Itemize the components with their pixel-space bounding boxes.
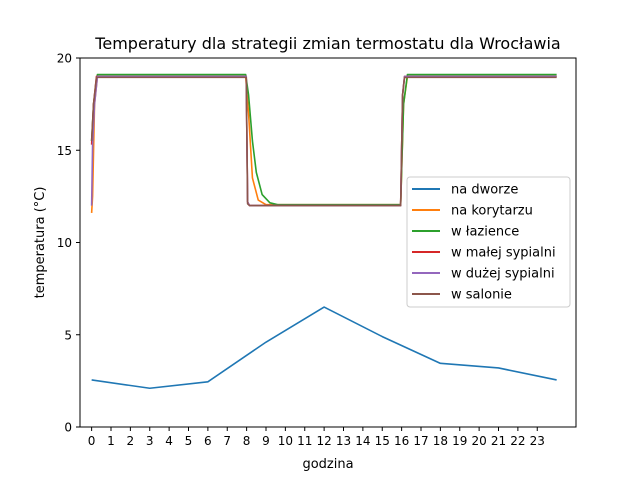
legend-label: w salonie	[451, 288, 512, 303]
x-tick-label: 20	[471, 434, 486, 448]
x-tick-label: 15	[375, 434, 390, 448]
x-tick-label: 18	[433, 434, 448, 448]
x-tick-label: 16	[394, 434, 409, 448]
series-layer	[90, 73, 557, 390]
x-tick-label: 5	[185, 434, 193, 448]
legend-box	[406, 176, 571, 308]
y-tick-label: 5	[64, 328, 72, 342]
y-tick-label: 20	[57, 52, 72, 66]
y-tick-label: 10	[57, 236, 72, 250]
y-tick-label: 0	[64, 421, 72, 435]
x-tick-label: 19	[452, 434, 467, 448]
y-axis-ticks: 0 5 10 15 20	[57, 52, 80, 435]
x-axis-ticks: 0 1 2 3 4 5 6 7 8 9 10 11 12 13 14 15 16 17 18 19 20 21 22 23	[88, 427, 545, 448]
legend-label: w małej sypialni	[451, 246, 556, 261]
chart-title: Temperatury dla strategii zmian termosta…	[94, 34, 560, 53]
x-tick-label: 23	[530, 434, 545, 448]
x-tick-label: 0	[88, 434, 96, 448]
y-axis-label: temperatura (°C)	[33, 187, 48, 299]
series-line-3	[90, 73, 557, 206]
x-tick-label: 10	[278, 434, 293, 448]
x-tick-label: 11	[297, 434, 312, 448]
x-axis-label: godzina	[302, 457, 353, 472]
legend-label: na dworze	[451, 183, 518, 198]
x-tick-label: 2	[127, 434, 135, 448]
x-tick-label: 17	[413, 434, 428, 448]
x-tick-label: 8	[243, 434, 251, 448]
x-tick-label: 22	[510, 434, 525, 448]
series-line-6	[90, 76, 557, 207]
legend: na dworze na korytarzu w łazience w małej s…	[406, 176, 571, 308]
x-tick-label: 1	[107, 434, 115, 448]
x-tick-label: 13	[336, 434, 351, 448]
x-tick-label: 12	[316, 434, 331, 448]
y-tick-label: 15	[57, 144, 72, 158]
x-tick-label: 4	[165, 434, 173, 448]
legend-label: na korytarzu	[451, 204, 533, 219]
x-tick-label: 3	[146, 434, 154, 448]
x-tick-label: 6	[204, 434, 212, 448]
x-tick-label: 14	[355, 434, 370, 448]
legend-label: w łazience	[451, 225, 519, 240]
x-tick-label: 21	[491, 434, 506, 448]
series-line-1	[91, 306, 557, 390]
x-tick-label: 7	[223, 434, 231, 448]
legend-label: w dużej sypialni	[451, 267, 555, 282]
plot-area	[79, 57, 577, 428]
x-tick-label: 9	[262, 434, 270, 448]
